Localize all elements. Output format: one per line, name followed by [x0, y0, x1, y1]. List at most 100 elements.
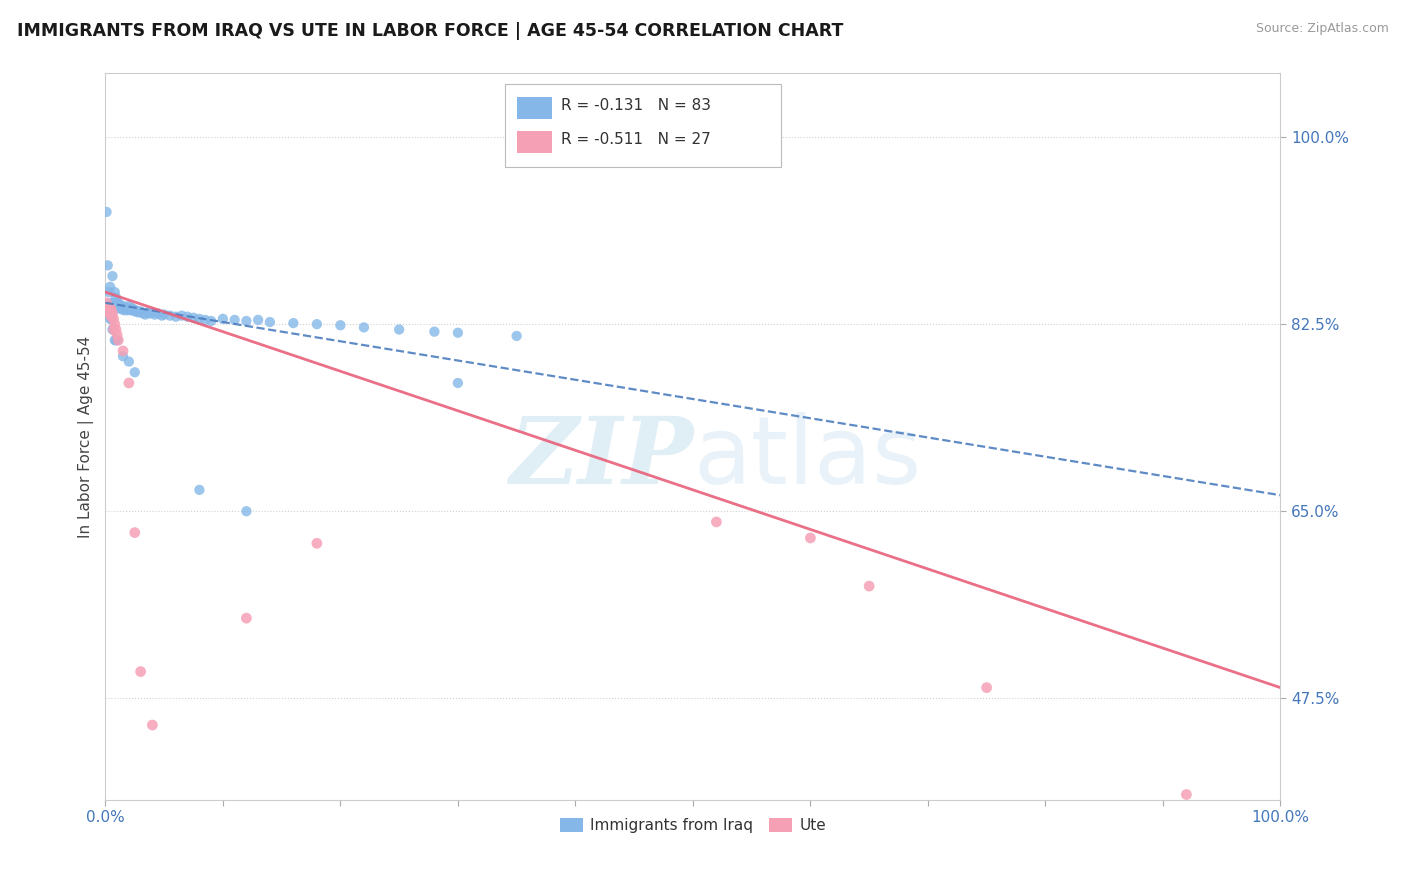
- Point: [153, 308, 176, 322]
- Text: Source: ZipAtlas.com: Source: ZipAtlas.com: [1256, 22, 1389, 36]
- Point: [98, 311, 121, 326]
- Point: [103, 322, 125, 336]
- Point: [111, 302, 134, 317]
- Point: [188, 483, 211, 497]
- Point: [259, 315, 281, 329]
- Point: [141, 305, 163, 319]
- Point: [98, 279, 121, 293]
- Point: [101, 269, 124, 284]
- Point: [104, 333, 127, 347]
- Point: [96, 205, 118, 219]
- Legend: Immigrants from Iraq, Ute: Immigrants from Iraq, Ute: [554, 813, 832, 839]
- Point: [118, 301, 141, 315]
- Text: atlas: atlas: [693, 412, 921, 504]
- Point: [107, 333, 129, 347]
- Point: [118, 376, 141, 390]
- Point: [188, 311, 211, 326]
- Point: [97, 303, 120, 318]
- Point: [858, 579, 880, 593]
- Point: [150, 309, 173, 323]
- Point: [129, 304, 152, 318]
- Point: [176, 310, 198, 324]
- Point: [183, 310, 205, 325]
- FancyBboxPatch shape: [516, 97, 553, 119]
- Point: [98, 301, 121, 315]
- Point: [129, 665, 152, 679]
- Point: [125, 303, 148, 318]
- Point: [103, 295, 125, 310]
- Point: [212, 311, 235, 326]
- Point: [101, 322, 124, 336]
- Point: [132, 306, 155, 320]
- Point: [120, 302, 142, 317]
- Point: [139, 306, 162, 320]
- Point: [305, 536, 328, 550]
- Point: [105, 295, 128, 310]
- Point: [111, 299, 134, 313]
- Point: [101, 306, 124, 320]
- Point: [111, 343, 134, 358]
- Point: [247, 313, 270, 327]
- Point: [111, 300, 134, 314]
- Point: [97, 259, 120, 273]
- Point: [108, 298, 131, 312]
- Point: [108, 301, 131, 315]
- Text: IMMIGRANTS FROM IRAQ VS UTE IN LABOR FORCE | AGE 45-54 CORRELATION CHART: IMMIGRANTS FROM IRAQ VS UTE IN LABOR FOR…: [17, 22, 844, 40]
- FancyBboxPatch shape: [516, 131, 553, 153]
- Point: [111, 301, 134, 315]
- Point: [105, 301, 128, 315]
- Point: [118, 299, 141, 313]
- Point: [124, 525, 146, 540]
- Point: [101, 301, 124, 315]
- Point: [423, 325, 446, 339]
- Point: [1175, 788, 1198, 802]
- Point: [141, 718, 163, 732]
- Point: [170, 309, 193, 323]
- Point: [235, 314, 257, 328]
- Point: [100, 295, 122, 310]
- Text: R = -0.131   N = 83: R = -0.131 N = 83: [561, 98, 711, 113]
- Point: [976, 681, 998, 695]
- Point: [165, 310, 187, 324]
- Y-axis label: In Labor Force | Age 45-54: In Labor Force | Age 45-54: [79, 335, 94, 538]
- Point: [127, 305, 149, 319]
- Point: [117, 303, 139, 318]
- Point: [100, 311, 122, 326]
- Point: [120, 303, 142, 318]
- Point: [224, 313, 246, 327]
- Point: [112, 303, 135, 318]
- Point: [447, 326, 470, 340]
- Point: [97, 301, 120, 315]
- Point: [122, 303, 145, 318]
- Point: [107, 295, 129, 310]
- Point: [134, 308, 156, 322]
- Point: [96, 295, 118, 310]
- Point: [110, 301, 132, 315]
- Point: [388, 322, 411, 336]
- Point: [105, 327, 128, 342]
- Point: [124, 304, 146, 318]
- Point: [127, 304, 149, 318]
- Point: [104, 301, 127, 315]
- Text: ZIP: ZIP: [509, 413, 693, 503]
- Point: [353, 320, 375, 334]
- Point: [112, 300, 135, 314]
- Point: [110, 299, 132, 313]
- Point: [283, 316, 305, 330]
- Point: [100, 310, 122, 324]
- Point: [115, 302, 138, 317]
- Point: [104, 285, 127, 299]
- Point: [104, 301, 127, 315]
- Point: [103, 311, 125, 326]
- Point: [235, 611, 257, 625]
- Point: [136, 305, 159, 319]
- Point: [111, 349, 134, 363]
- Point: [143, 308, 166, 322]
- Point: [104, 290, 127, 304]
- Point: [200, 314, 222, 328]
- Point: [104, 317, 127, 331]
- Point: [114, 301, 136, 315]
- FancyBboxPatch shape: [505, 84, 780, 168]
- Point: [447, 376, 470, 390]
- Point: [97, 285, 120, 299]
